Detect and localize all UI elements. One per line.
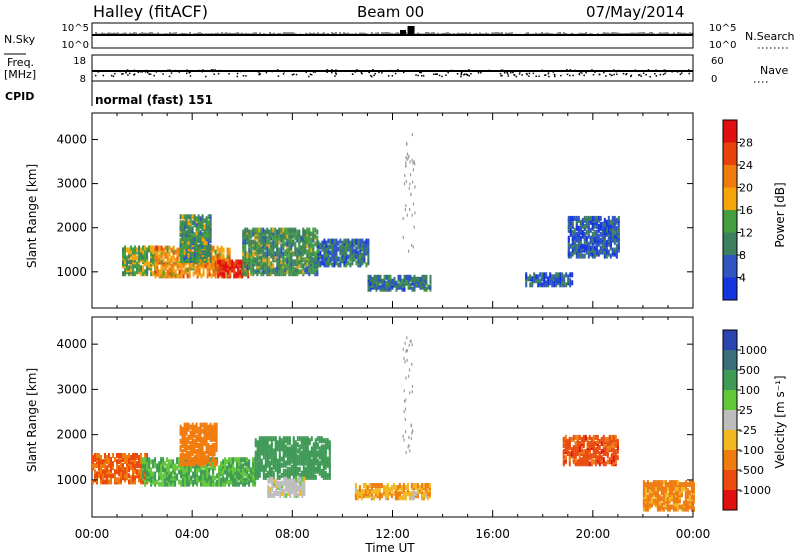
velocity-colorbar: 1000 500 100 25 -25 -100 -500 -1000 <box>722 329 771 511</box>
colorbar-tick-label: 8 <box>739 249 746 262</box>
freq-tick-bottom: 8 <box>80 74 86 85</box>
colorbar-tick-label: 100 <box>739 384 760 397</box>
colorbar-tick-label: 500 <box>739 364 760 377</box>
cpid-value: normal (fast) 151 <box>95 93 213 107</box>
power-colorbar-label: Power [dB] <box>773 182 787 247</box>
y-tick-label: 4000 <box>56 337 87 351</box>
power-colorbar: 4 8 12 16 20 24 28 <box>722 119 753 301</box>
y-tick-label: 4000 <box>56 132 87 146</box>
colorbar-tick-label: 25 <box>739 404 753 417</box>
x-tick-label: 12:00 <box>375 527 410 541</box>
y-tick-label: 2000 <box>56 428 87 442</box>
velocity-colorbar-label: Velocity [m s⁻¹] <box>773 375 787 468</box>
colorbar-tick-label: 16 <box>739 204 753 217</box>
x-tick-label: 16:00 <box>475 527 510 541</box>
nsearch-tick-top: 10^5 <box>709 23 736 34</box>
y-tick-label: 2000 <box>56 221 87 235</box>
nsearch-label: N.Search <box>745 30 795 43</box>
freq-strip: Freq. [MHz] 18 8 60 0 Nave <box>4 54 788 85</box>
x-tick-label: 04:00 <box>175 527 210 541</box>
colorbar-tick-label: 20 <box>739 182 753 195</box>
nave-label: Nave <box>760 64 788 77</box>
x-tick-label: 00:00 <box>676 527 711 541</box>
nsky-strip: N.Sky 10^5 10^0 10^5 10^0 N.Search <box>4 22 795 55</box>
velocity-ylabel: Slant Range [km] <box>25 368 39 472</box>
freq-label: Freq. <box>7 56 34 69</box>
colorbar-tick-label: 4 <box>739 272 746 285</box>
y-tick-label: 3000 <box>56 382 87 396</box>
velocity-panel: 1000 2000 3000 4000 Slant Range [km] <box>25 316 695 518</box>
colorbar-tick-label: 1000 <box>739 344 767 357</box>
beam-title: Beam 00 <box>357 3 424 21</box>
date-title: 07/May/2014 <box>586 3 684 21</box>
nave-tick-top: 60 <box>711 56 724 67</box>
y-tick-label: 3000 <box>56 177 87 191</box>
y-tick-label: 1000 <box>56 473 87 487</box>
nsky-tick-top: 10^5 <box>62 23 89 34</box>
nsky-tick-bottom: 10^0 <box>62 40 89 51</box>
nave-tick-bottom: 0 <box>711 74 717 85</box>
cpid-label: CPID <box>5 90 34 103</box>
colorbar-tick-label: 28 <box>739 137 753 150</box>
colorbar-tick-label: 24 <box>739 159 753 172</box>
x-tick-label: 20:00 <box>576 527 611 541</box>
station-title: Halley (fitACF) <box>93 2 208 21</box>
x-tick-label: 00:00 <box>75 527 110 541</box>
power-panel: 1000 2000 3000 4000 Slant Range [km] <box>25 112 694 309</box>
y-tick-label: 1000 <box>56 265 87 279</box>
x-axis-label: Time UT <box>364 541 415 554</box>
nsearch-tick-bottom: 10^0 <box>709 40 736 51</box>
colorbar-tick-label: -25 <box>739 424 757 437</box>
colorbar-tick-label: -500 <box>739 464 764 477</box>
colorbar-tick-label: -1000 <box>739 484 771 497</box>
freq-tick-top: 18 <box>73 56 86 67</box>
colorbar-tick-label: 12 <box>739 227 753 240</box>
colorbar-tick-label: -100 <box>739 444 764 457</box>
nsky-label: N.Sky <box>4 33 36 46</box>
power-ylabel: Slant Range [km] <box>25 164 39 268</box>
x-tick-label: 08:00 <box>275 527 310 541</box>
freq-unit: [MHz] <box>4 68 36 81</box>
